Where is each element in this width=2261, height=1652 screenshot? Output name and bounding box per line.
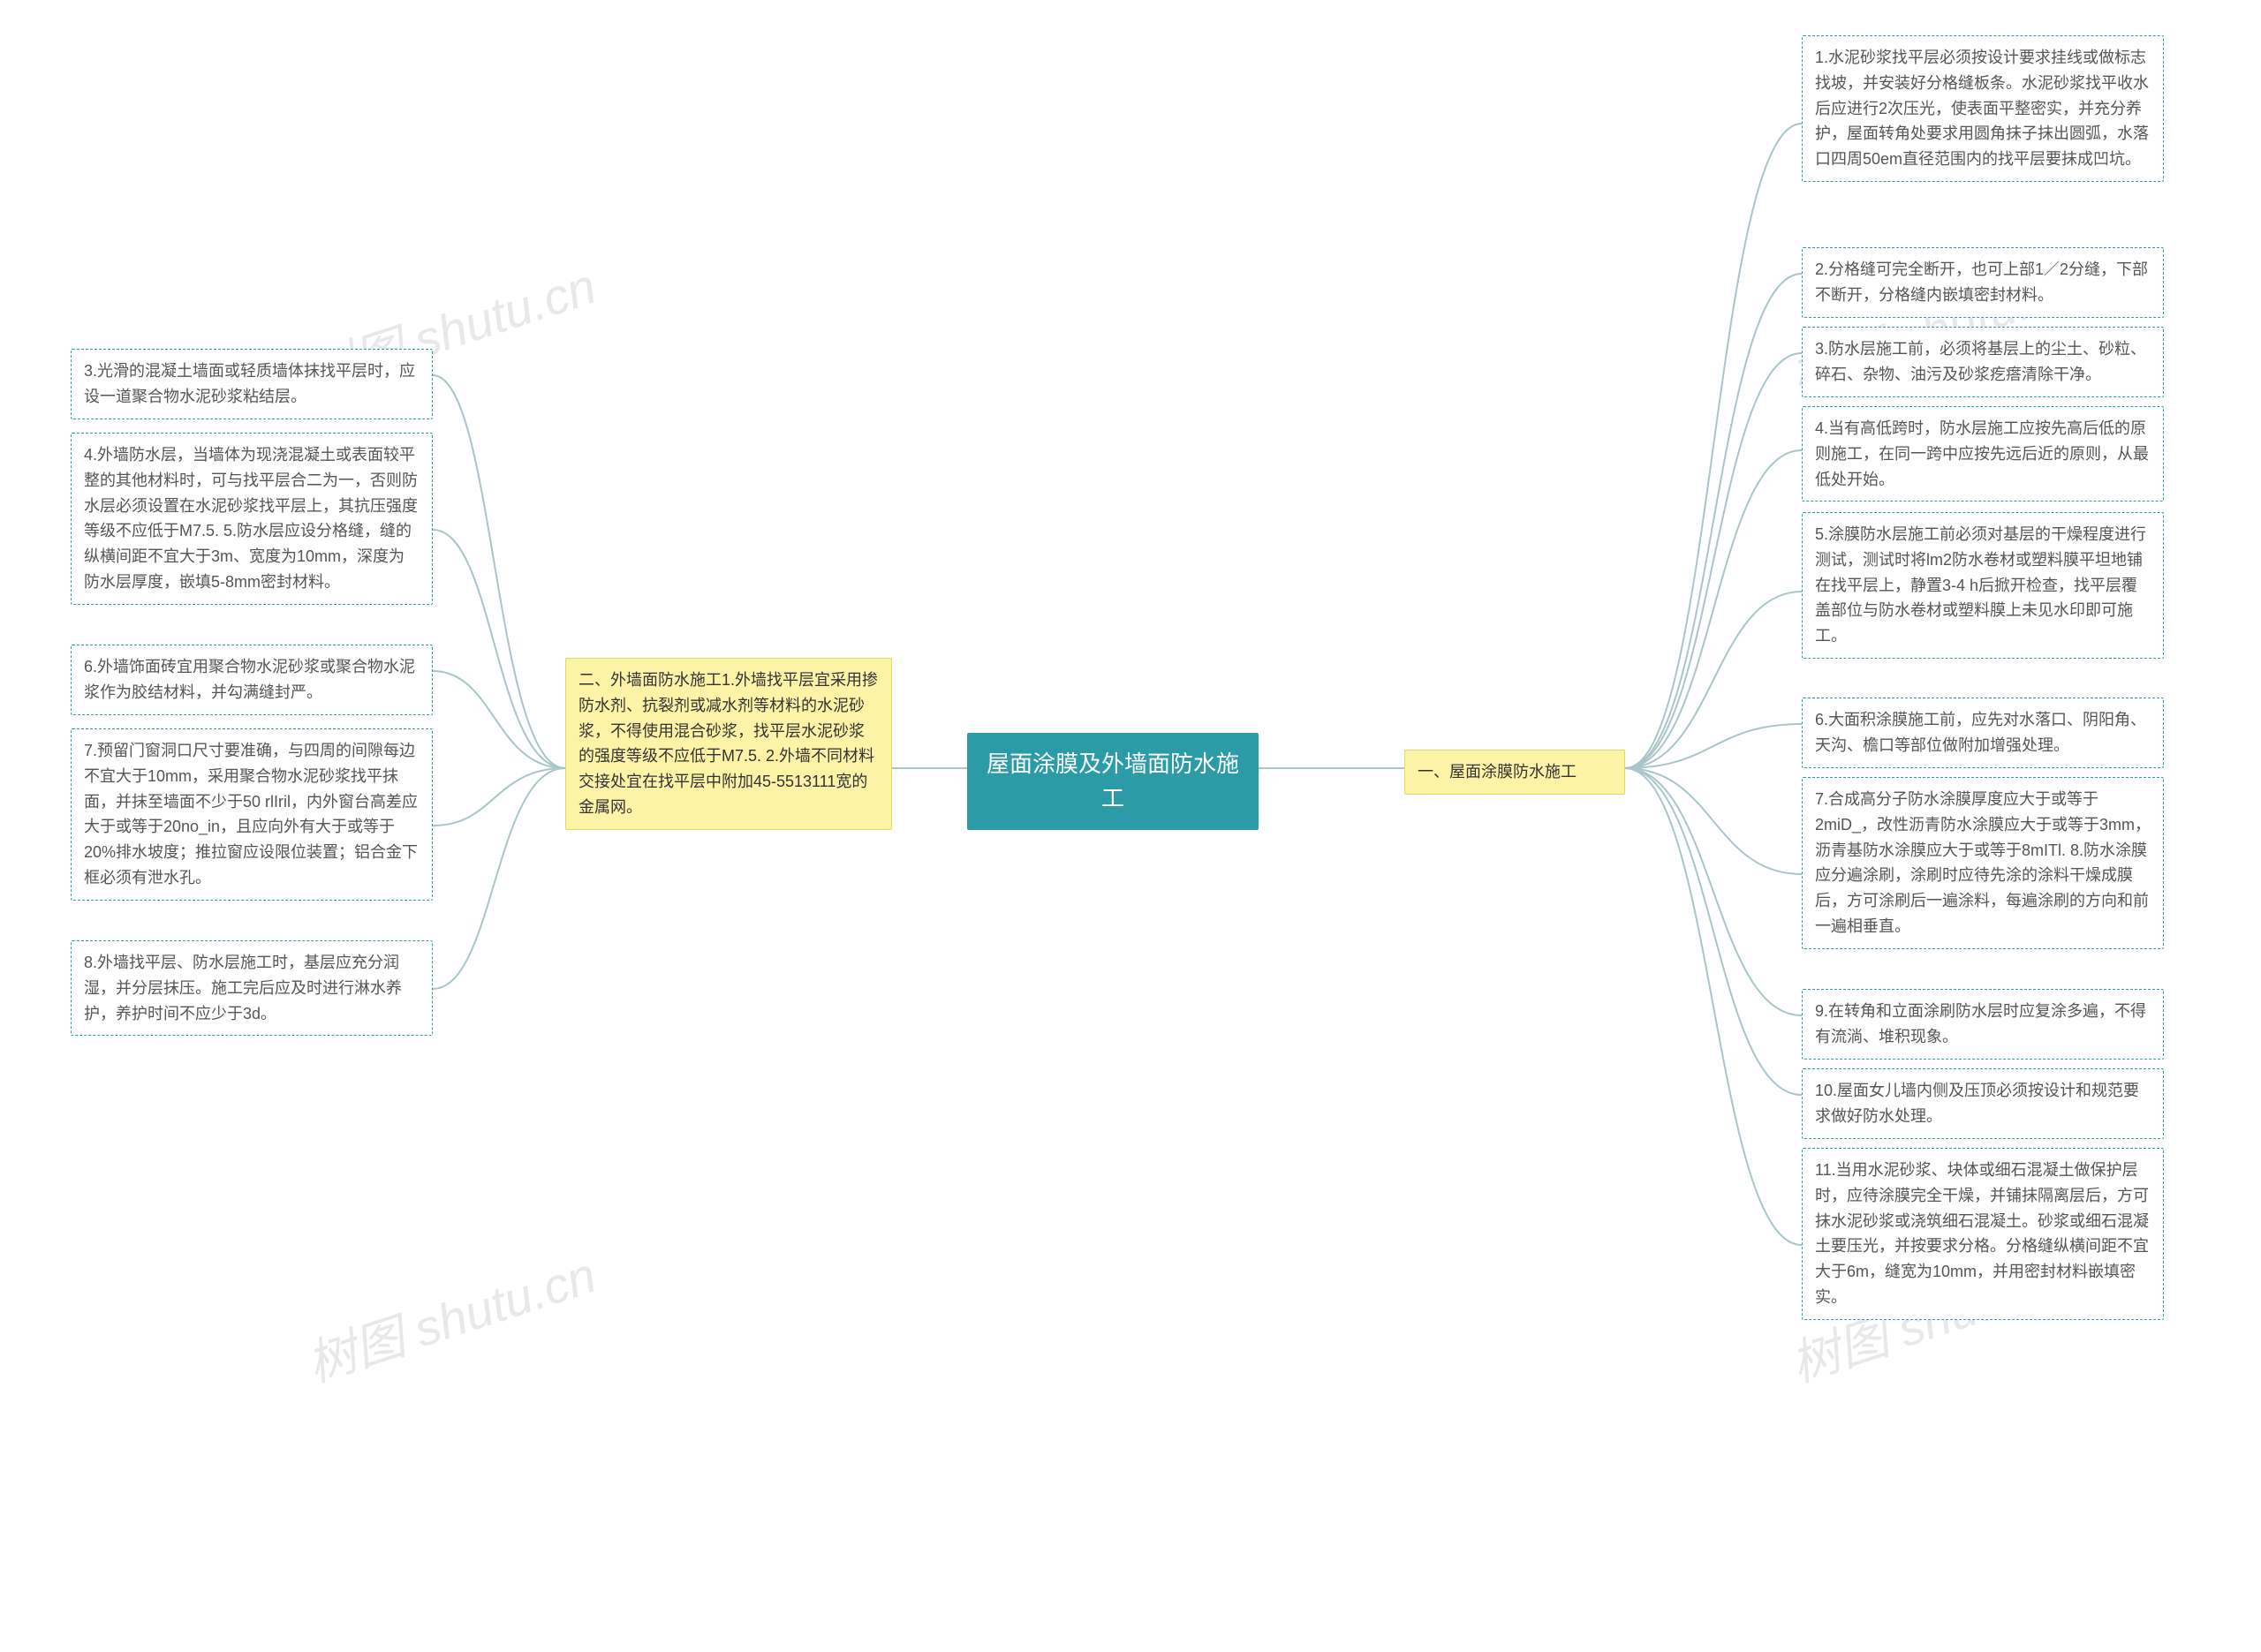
leaf-node: 3.光滑的混凝土墙面或轻质墙体抹找平层时，应设一道聚合物水泥砂浆粘结层。 bbox=[71, 349, 433, 419]
center-topic: 屋面涂膜及外墙面防水施工 bbox=[967, 733, 1259, 830]
leaf-node: 4.当有高低跨时，防水层施工应按先高后低的原则施工，在同一跨中应按先远后近的原则… bbox=[1802, 406, 2164, 502]
leaf-node: 5.涂膜防水层施工前必须对基层的干燥程度进行测试，测试时将lm2防水卷材或塑料膜… bbox=[1802, 512, 2164, 659]
leaf-node: 10.屋面女儿墙内侧及压顶必须按设计和规范要求做好防水处理。 bbox=[1802, 1068, 2164, 1139]
leaf-node: 2.分格缝可完全断开，也可上部1／2分缝，下部不断开，分格缝内嵌填密封材料。 bbox=[1802, 247, 2164, 318]
leaf-node: 11.当用水泥砂浆、块体或细石混凝土做保护层时，应待涂膜完全干燥，并铺抹隔离层后… bbox=[1802, 1148, 2164, 1320]
leaf-node: 7.合成高分子防水涂膜厚度应大于或等于2miD_，改性沥青防水涂膜应大于或等于3… bbox=[1802, 777, 2164, 949]
leaf-node: 6.大面积涂膜施工前，应先对水落口、阴阳角、天沟、檐口等部位做附加增强处理。 bbox=[1802, 698, 2164, 768]
leaf-node: 8.外墙找平层、防水层施工时，基层应充分润湿，并分层抹压。施工完后应及时进行淋水… bbox=[71, 940, 433, 1036]
mindmap-canvas: 屋面涂膜及外墙面防水施工 一、屋面涂膜防水施工 1.水泥砂浆找平层必须按设计要求… bbox=[0, 0, 2261, 1652]
leaf-node: 3.防水层施工前，必须将基层上的尘土、砂粒、碎石、杂物、油污及砂浆疙瘩清除干净。 bbox=[1802, 327, 2164, 397]
leaf-node: 9.在转角和立面涂刷防水层时应复涂多遍，不得有流淌、堆积现象。 bbox=[1802, 989, 2164, 1060]
branch-left: 二、外墙面防水施工1.外墙找平层宜采用掺防水剂、抗裂剂或减水剂等材料的水泥砂浆，… bbox=[565, 658, 892, 830]
branch-right: 一、屋面涂膜防水施工 bbox=[1404, 750, 1625, 795]
leaf-node: 6.外墙饰面砖宜用聚合物水泥砂浆或聚合物水泥浆作为胶结材料，并勾满缝封严。 bbox=[71, 645, 433, 715]
leaf-node: 7.预留门窗洞口尺寸要准确，与四周的间隙每边不宜大于10mm，采用聚合物水泥砂浆… bbox=[71, 728, 433, 901]
leaf-node: 1.水泥砂浆找平层必须按设计要求挂线或做标志找坡，并安装好分格缝板条。水泥砂浆找… bbox=[1802, 35, 2164, 182]
leaf-node: 4.外墙防水层，当墙体为现浇混凝土或表面较平整的其他材料时，可与找平层合二为一，… bbox=[71, 433, 433, 605]
